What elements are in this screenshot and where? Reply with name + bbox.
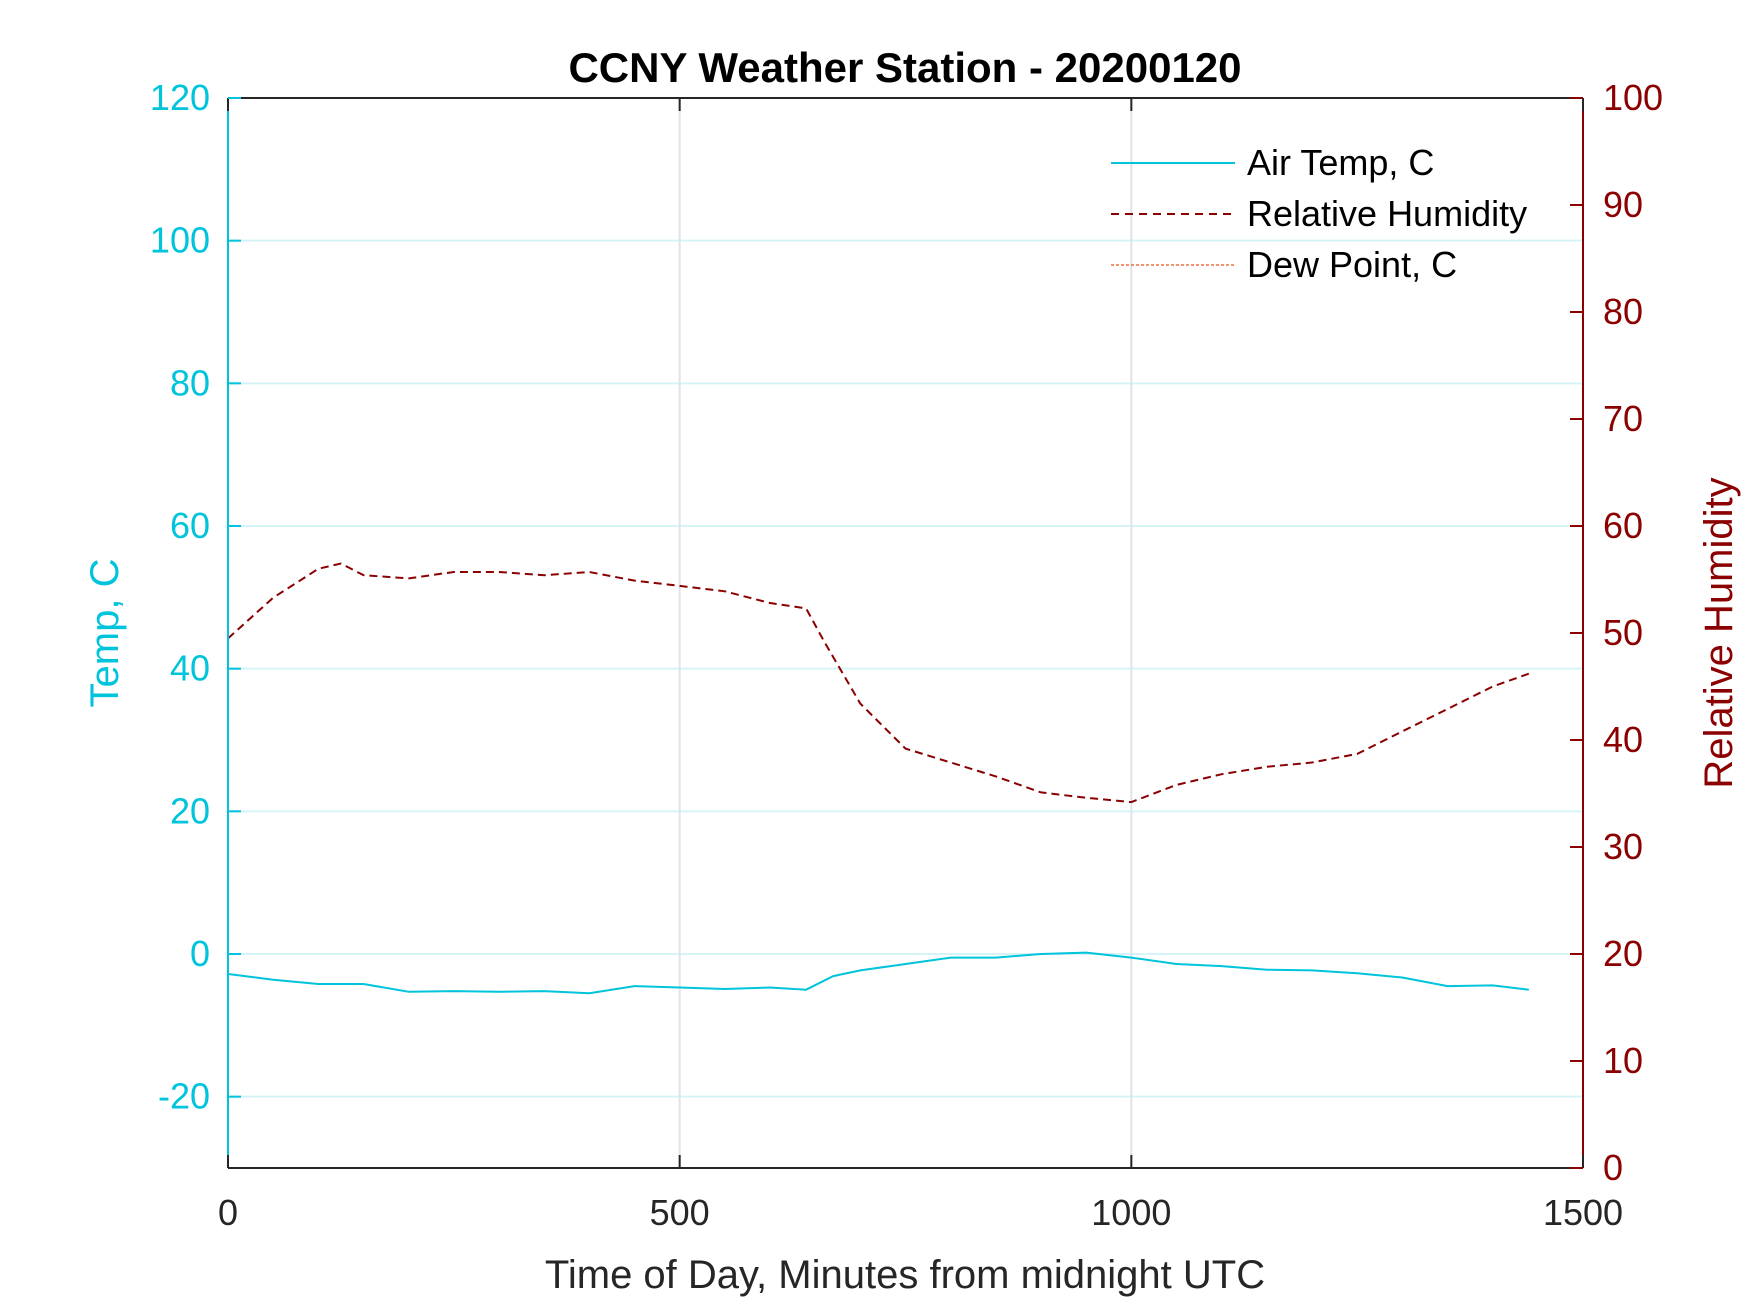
y-right-tick-label: 70: [1603, 398, 1643, 439]
y-right-tick-label: 50: [1603, 612, 1643, 653]
y-left-tick-label: 80: [170, 362, 210, 403]
y-right-tick-label: 0: [1603, 1147, 1623, 1188]
y-left-tick-label: 100: [150, 220, 210, 261]
y-right-tick-label: 10: [1603, 1040, 1643, 1081]
y-axis-right-label: Relative Humidity: [1697, 477, 1741, 788]
legend-label-1: Relative Humidity: [1247, 193, 1527, 234]
y-right-tick-label: 100: [1603, 77, 1663, 118]
series-line-1: [227, 562, 1530, 804]
y-right-tick-label: 60: [1603, 505, 1643, 546]
y-left-tick-label: 20: [170, 790, 210, 831]
axes: 0 500 1000 1500 -20 0 20 40 60 80 100 120 0 10 20 30 40 5…: [150, 77, 1663, 1233]
x-axis-label: Time of Day, Minutes from midnight UTC: [545, 1253, 1265, 1297]
series-line-0: [227, 951, 1529, 995]
y-left-tick-label: -20: [158, 1076, 210, 1117]
y-left-tick-label: 120: [150, 77, 210, 118]
y-axis-left-label: Temp, C: [83, 559, 127, 708]
legend-label-2: Dew Point, C: [1247, 244, 1457, 285]
y-left-tick-label: 60: [170, 505, 210, 546]
x-tick-label: 1000: [1091, 1192, 1171, 1233]
grid: [228, 97, 1583, 1168]
legend-label-0: Air Temp, C: [1247, 142, 1434, 183]
y-right-tick-label: 80: [1603, 291, 1643, 332]
y-right-tick-label: 90: [1603, 184, 1643, 225]
x-tick-label: 0: [218, 1192, 238, 1233]
x-tick-label: 1500: [1543, 1192, 1623, 1233]
chart-title: CCNY Weather Station - 20200120: [568, 44, 1241, 91]
plot-lines: [227, 562, 1530, 995]
y-right-tick-label: 30: [1603, 826, 1643, 867]
y-left-tick-label: 0: [190, 933, 210, 974]
x-tick-label: 500: [650, 1192, 710, 1233]
y-right-tick-label: 40: [1603, 719, 1643, 760]
y-left-tick-label: 40: [170, 648, 210, 689]
legend: Air Temp, C Relative Humidity Dew Point, C: [1111, 142, 1527, 285]
y-right-tick-label: 20: [1603, 933, 1643, 974]
